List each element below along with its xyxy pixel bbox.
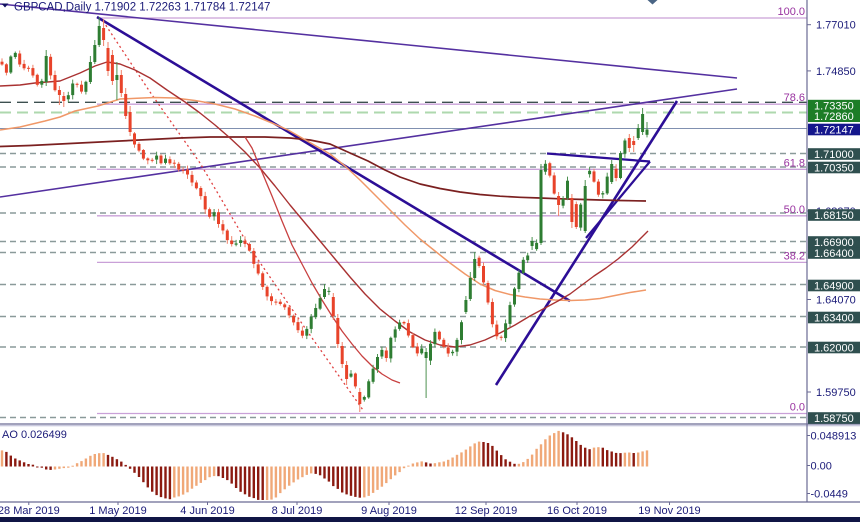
svg-text:1.71000: 1.71000 [814, 149, 854, 161]
svg-text:0.048913: 0.048913 [811, 431, 857, 443]
svg-text:1.63400: 1.63400 [814, 313, 854, 325]
svg-text:1.64900: 1.64900 [814, 281, 854, 293]
svg-text:16 Oct 2019: 16 Oct 2019 [547, 505, 607, 517]
svg-text:1.72147: 1.72147 [814, 125, 854, 137]
svg-text:1.58750: 1.58750 [814, 413, 854, 425]
svg-text:4 Jun 2019: 4 Jun 2019 [180, 505, 234, 517]
svg-text:-0.0449: -0.0449 [811, 489, 848, 501]
svg-text:1 May 2019: 1 May 2019 [89, 505, 146, 517]
svg-text:50.0: 50.0 [784, 204, 805, 216]
svg-text:1.64070: 1.64070 [816, 295, 856, 307]
svg-text:1.62000: 1.62000 [814, 343, 854, 355]
svg-text:100.0: 100.0 [777, 6, 805, 18]
svg-text:1.70350: 1.70350 [814, 163, 854, 175]
svg-text:12 Sep 2019: 12 Sep 2019 [455, 505, 517, 517]
svg-text:1.66900: 1.66900 [814, 237, 854, 249]
svg-text:GBPCAD,Daily 1.71902 1.72263: GBPCAD,Daily 1.71902 1.72263 1.71784 1.7… [14, 2, 270, 14]
svg-text:1.66400: 1.66400 [814, 248, 854, 260]
svg-text:1.59750: 1.59750 [816, 387, 856, 399]
svg-text:1.73350: 1.73350 [814, 101, 854, 113]
svg-text:8 Jul 2019: 8 Jul 2019 [272, 505, 323, 517]
svg-text:1.74850: 1.74850 [816, 66, 856, 78]
svg-text:28 Mar 2019: 28 Mar 2019 [0, 505, 60, 517]
svg-text:0.00: 0.00 [811, 461, 832, 473]
svg-text:19 Nov 2019: 19 Nov 2019 [638, 505, 700, 517]
svg-text:38.2: 38.2 [784, 250, 805, 262]
svg-text:AO 0.026499: AO 0.026499 [2, 429, 67, 441]
svg-text:61.8: 61.8 [784, 157, 805, 169]
svg-text:1.68150: 1.68150 [814, 210, 854, 222]
svg-text:1.77010: 1.77010 [816, 20, 856, 32]
svg-text:9 Aug 2019: 9 Aug 2019 [361, 505, 417, 517]
svg-text:0.0: 0.0 [790, 402, 805, 414]
svg-text:78.6: 78.6 [784, 92, 805, 104]
svg-text:1.72860: 1.72860 [814, 111, 854, 123]
